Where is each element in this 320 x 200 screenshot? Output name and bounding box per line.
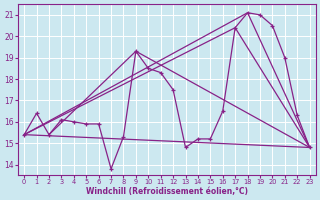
- X-axis label: Windchill (Refroidissement éolien,°C): Windchill (Refroidissement éolien,°C): [86, 187, 248, 196]
